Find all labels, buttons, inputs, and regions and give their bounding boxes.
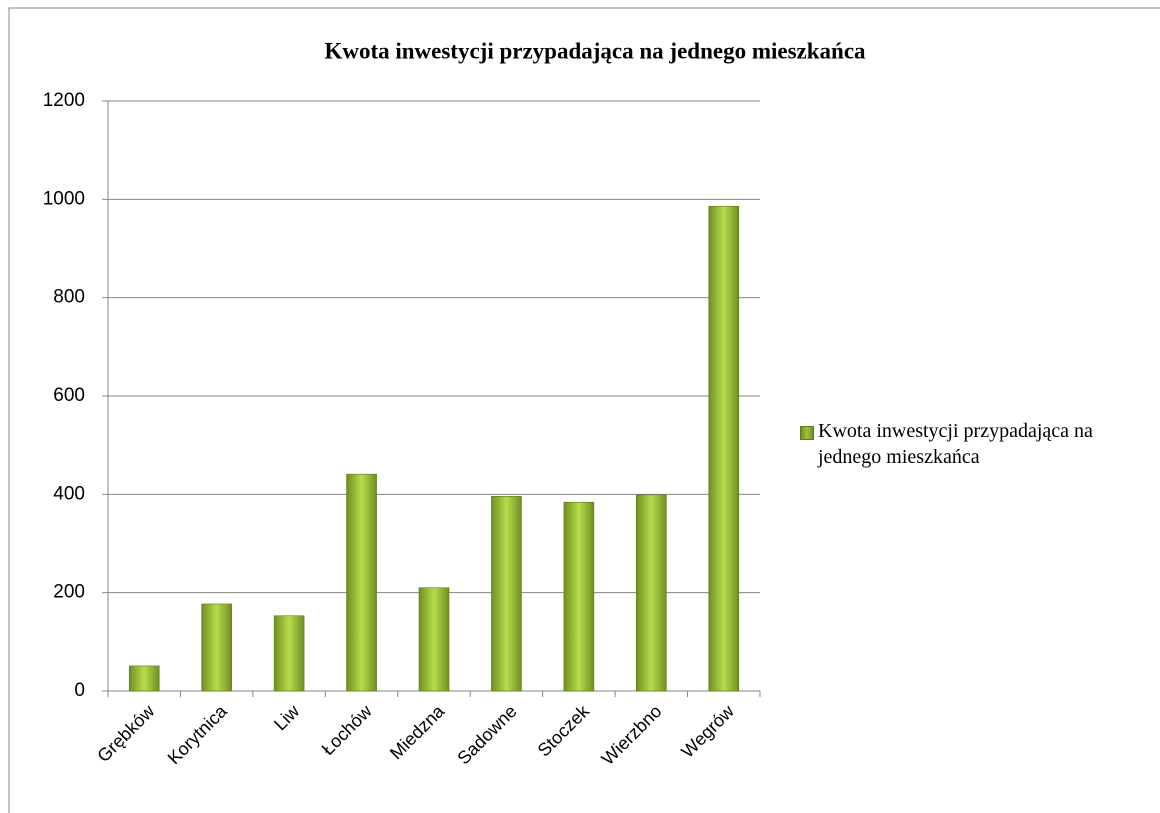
x-tick-label: Miedzna: [386, 700, 449, 763]
x-tick-label: Liw: [270, 700, 304, 734]
y-tick-label: 1200: [43, 90, 85, 111]
bar: [636, 494, 667, 692]
legend: Kwota inwestycji przypadająca na jednego…: [800, 418, 1145, 470]
x-tick-label: Stoczek: [534, 700, 594, 760]
legend-label: Kwota inwestycji przypadająca na jednego…: [818, 420, 1093, 468]
bar: [491, 495, 522, 692]
y-tick-label: 800: [53, 287, 85, 308]
y-tick-label: 200: [53, 582, 85, 603]
chart-border: [8, 7, 1160, 813]
chart-title: Kwota inwestycji przypadająca na jednego…: [324, 38, 866, 63]
bar: [563, 501, 595, 692]
legend-swatch: [800, 426, 814, 440]
bar: [418, 587, 450, 692]
y-tick-label: 0: [74, 680, 85, 701]
x-tick-label: Grębków: [93, 700, 159, 766]
y-tick-label: 1000: [43, 188, 85, 209]
bar: [201, 603, 232, 692]
bar: [273, 615, 305, 692]
x-tick-label: Wegrów: [677, 700, 738, 761]
y-tick-label: 600: [53, 385, 85, 406]
bar: [346, 473, 377, 692]
bar: [708, 205, 740, 692]
x-tick-label: Korytnica: [164, 700, 232, 768]
x-tick-label: Sadowne: [453, 701, 520, 768]
x-tick-label: Łochów: [318, 700, 377, 759]
bar: [128, 665, 160, 692]
y-tick-label: 400: [53, 483, 85, 504]
x-tick-label: Wierzbno: [598, 701, 666, 769]
